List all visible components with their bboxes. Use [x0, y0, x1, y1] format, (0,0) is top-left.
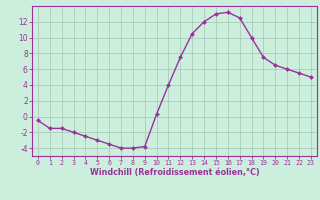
X-axis label: Windchill (Refroidissement éolien,°C): Windchill (Refroidissement éolien,°C): [90, 168, 259, 177]
